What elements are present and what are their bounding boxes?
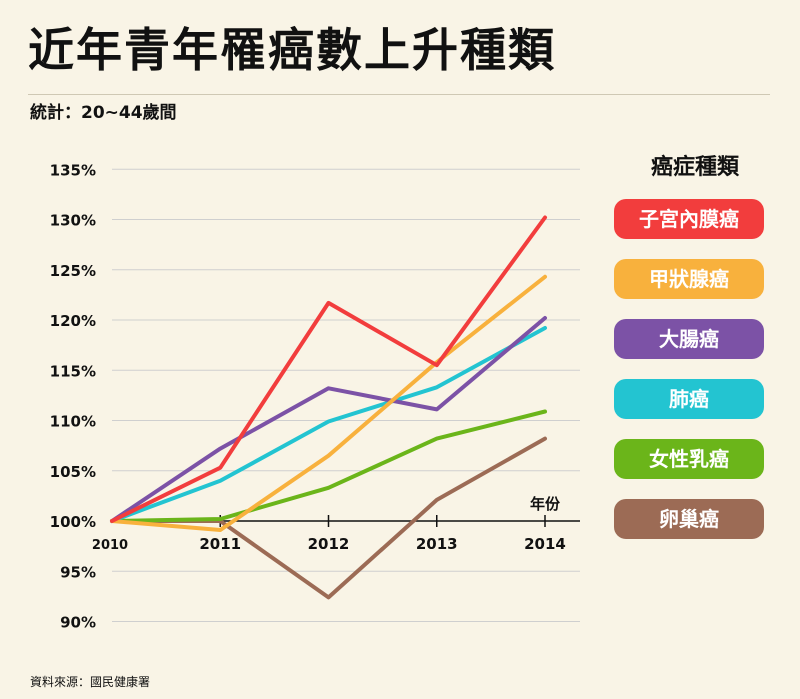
x-tick-label: 2010 xyxy=(92,538,128,553)
series-line xyxy=(110,316,547,523)
series-line xyxy=(110,215,547,523)
legend-item: 女性乳癌 xyxy=(614,439,764,479)
y-tick-label: 90% xyxy=(60,614,96,632)
legend-item: 肺癌 xyxy=(614,379,764,419)
chart-title: 近年青年罹癌數上升種類 xyxy=(28,23,556,77)
legend-item: 甲狀腺癌 xyxy=(614,259,764,299)
x-tick-label: 2013 xyxy=(416,535,458,553)
y-tick-label: 130% xyxy=(50,212,96,230)
legend-title: 癌症種類 xyxy=(650,155,739,180)
y-tick-label: 115% xyxy=(50,362,96,380)
x-tick-label: 2011 xyxy=(199,535,241,553)
y-tick-label: 110% xyxy=(50,413,96,431)
y-tick-label: 135% xyxy=(50,161,96,179)
series-line xyxy=(110,274,547,532)
legend-item: 子宮內膜癌 xyxy=(614,199,764,239)
x-axis-label: 年份 xyxy=(530,495,561,513)
y-tick-label: 105% xyxy=(50,463,96,481)
y-tick-label: 120% xyxy=(50,312,96,330)
source-note: 資料來源：國民健康署 xyxy=(30,675,151,689)
y-tick-label: 95% xyxy=(60,563,96,581)
series-line xyxy=(110,326,547,523)
legend-item: 大腸癌 xyxy=(614,319,764,359)
series-line xyxy=(110,409,547,523)
x-tick-label: 2012 xyxy=(308,535,350,553)
y-tick-label: 100% xyxy=(50,513,96,531)
chart-subtitle: 統計：20~44歲間 xyxy=(30,103,177,123)
x-tick-label: 2014 xyxy=(524,535,566,553)
legend-item: 卵巢癌 xyxy=(614,499,764,539)
y-tick-label: 125% xyxy=(50,262,96,280)
title-divider xyxy=(28,94,770,95)
